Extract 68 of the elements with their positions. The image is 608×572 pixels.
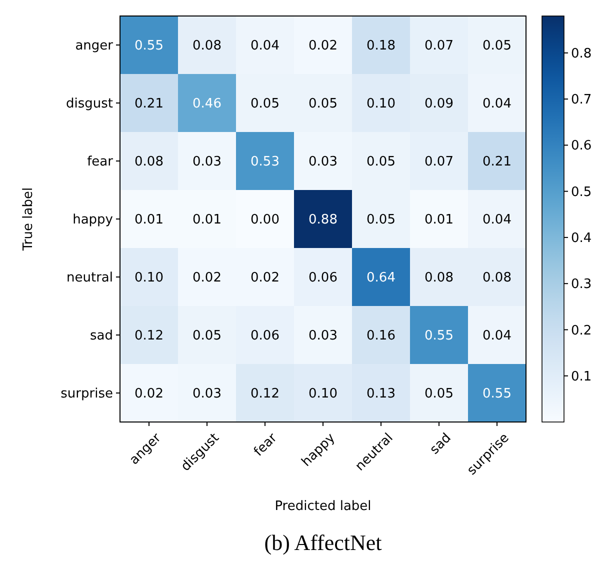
color-bar-label: 0.1 [571, 369, 592, 384]
data-label: 0.05 [366, 212, 396, 228]
data-label: 0.53 [250, 154, 280, 170]
data-label: 0.46 [192, 96, 222, 112]
data-label: 0.08 [482, 270, 512, 286]
data-label: 0.08 [134, 154, 164, 170]
color-bar-label: 0.3 [571, 277, 592, 292]
data-label: 0.05 [308, 96, 338, 112]
y-axis-title: True label [21, 187, 36, 252]
x-axis-title: Predicted label [274, 499, 372, 514]
data-label: 0.55 [482, 386, 512, 402]
y-tick-label: neutral [66, 270, 113, 286]
y-tick-label: surprise [60, 386, 113, 402]
color-bar-label: 0.4 [571, 231, 592, 246]
data-label: 0.06 [308, 270, 338, 286]
data-label: 0.55 [134, 38, 164, 54]
data-label: 0.03 [308, 328, 338, 344]
data-label: 0.02 [250, 270, 280, 286]
data-label: 0.05 [424, 386, 454, 402]
data-label: 0.12 [134, 328, 164, 344]
data-label: 0.04 [482, 96, 512, 112]
text: (b) AffectNet [264, 530, 382, 555]
data-label: 0.21 [134, 96, 164, 112]
data-label: 0.13 [366, 386, 396, 402]
data-label: 0.05 [482, 38, 512, 54]
data-label: 0.16 [366, 328, 396, 344]
data-label: 0.09 [424, 96, 454, 112]
data-label: 0.02 [134, 386, 164, 402]
data-label: 0.10 [308, 386, 338, 402]
data-label: 0.04 [482, 212, 512, 228]
y-tick-label: disgust [66, 96, 113, 112]
data-label: 0.01 [192, 212, 222, 228]
y-tick-label: fear [87, 154, 114, 170]
data-label: 0.03 [192, 154, 222, 170]
data-label: 0.06 [250, 328, 280, 344]
data-label: 0.10 [134, 270, 164, 286]
data-label: 0.03 [308, 154, 338, 170]
y-tick-label: anger [75, 38, 114, 54]
y-tick-label: sad [90, 328, 113, 344]
data-label: 0.08 [192, 38, 222, 54]
data-label: 0.05 [250, 96, 280, 112]
data-label: 0.12 [250, 386, 280, 402]
data-label: 0.01 [424, 212, 454, 228]
data-label: 0.02 [192, 270, 222, 286]
color-bar-label: 0.7 [571, 92, 592, 108]
data-label: 0.01 [134, 212, 164, 228]
color-bar-label: 0.5 [571, 184, 592, 200]
color-bar-label: 0.2 [571, 323, 592, 338]
data-label: 0.18 [366, 38, 396, 54]
data-label: 0.64 [366, 270, 396, 286]
data-label: 0.10 [366, 96, 396, 112]
y-tick-label: happy [72, 212, 114, 228]
data-label: 0.07 [424, 154, 454, 170]
data-label: 0.04 [482, 328, 512, 344]
data-label: 0.04 [250, 38, 280, 54]
data-label: 0.07 [424, 38, 454, 54]
data-label: 0.05 [192, 328, 222, 344]
data-label: 0.21 [482, 154, 512, 170]
data-label: 0.55 [424, 328, 454, 344]
data-label: 0.02 [308, 38, 338, 54]
color-bar-label: 0.6 [571, 138, 592, 154]
data-label: 0.88 [308, 212, 338, 228]
data-label: 0.05 [366, 154, 396, 170]
color-bar-label: 0.8 [571, 46, 592, 62]
x-tick-label: sad [427, 430, 454, 458]
data-label: 0.00 [250, 212, 280, 228]
data-label: 0.08 [424, 270, 454, 286]
data-label: 0.03 [192, 386, 222, 402]
